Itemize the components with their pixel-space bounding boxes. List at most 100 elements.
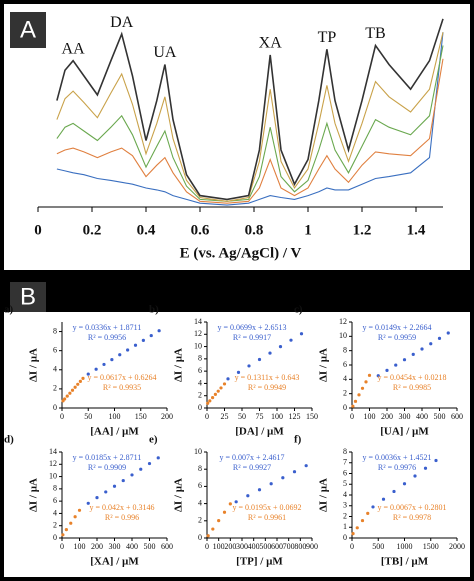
- x-tick-label: 125: [289, 412, 301, 421]
- x-tick-label: 100: [364, 412, 376, 421]
- y-tick-label: 0: [198, 533, 202, 542]
- x-tick-label: 1000: [397, 542, 413, 551]
- r-squared: R² = 0.9909: [88, 463, 126, 472]
- curve: [56, 18, 444, 201]
- data-point: [234, 500, 238, 504]
- y-axis-title: ΔI / µA: [28, 478, 40, 512]
- y-tick-label: 4: [198, 378, 202, 387]
- x-tick-label: 0.6: [191, 222, 210, 238]
- x-tick-label: 100: [213, 542, 225, 551]
- data-point: [351, 404, 355, 408]
- y-tick-label: 6: [343, 360, 347, 369]
- y-tick-label: 10: [339, 331, 347, 340]
- data-point: [228, 502, 232, 506]
- y-tick-label: 4: [198, 498, 202, 507]
- x-tick-label: 500: [434, 412, 446, 421]
- y-tick-label: 2: [343, 388, 347, 397]
- data-point: [394, 363, 398, 367]
- data-point: [63, 397, 67, 401]
- x-tick-label: 500: [144, 542, 156, 551]
- x-tick-label: 400: [248, 542, 260, 551]
- peak-label: XA: [259, 35, 283, 52]
- data-point: [353, 399, 358, 403]
- data-point: [351, 531, 355, 536]
- fit-equation: y = 0.0036x + 1.4521: [362, 453, 431, 462]
- y-tick-label: 6: [53, 345, 57, 354]
- data-point: [68, 391, 72, 395]
- data-point: [86, 501, 90, 505]
- x-axis-title: [UA] / µM: [380, 426, 429, 438]
- panel-label: B: [20, 283, 36, 310]
- y-tick-label: 3: [343, 501, 347, 510]
- y-tick-label: 0: [53, 533, 57, 542]
- x-tick-label: 0.4: [137, 222, 156, 238]
- peak-label: TP: [318, 29, 337, 46]
- data-point: [292, 470, 297, 474]
- y-tick-label: 10: [194, 341, 202, 350]
- x-tick-label: 0: [60, 542, 64, 551]
- data-point: [73, 385, 77, 389]
- data-point: [381, 497, 386, 501]
- data-point: [392, 489, 396, 494]
- panel-b-background: [4, 312, 470, 577]
- fit-equation: y = 0.0185x + 2.8711: [73, 453, 142, 462]
- x-axis-title: [XA] / µM: [90, 556, 139, 568]
- data-point: [226, 377, 230, 381]
- x-tick-label: 0.2: [83, 222, 102, 238]
- x-tick-label: 0: [350, 412, 354, 421]
- y-tick-label: 6: [198, 481, 202, 490]
- x-tick-label: 300: [109, 542, 121, 551]
- curve: [56, 45, 444, 202]
- y-tick-label: 1: [343, 522, 347, 531]
- y-tick-label: 4: [343, 374, 347, 383]
- data-point: [65, 394, 69, 398]
- x-tick-label: 700: [283, 542, 295, 551]
- data-point: [360, 386, 365, 390]
- x-tick-label: 0: [350, 542, 354, 551]
- r-squared: R² = 0.9956: [88, 333, 126, 342]
- fit-equation: y = 0.0195x + 0.0692: [232, 503, 301, 512]
- x-tick-label: 50: [84, 412, 92, 421]
- fit-equation: y = 0.0336x + 1.8711: [73, 323, 142, 332]
- data-point: [61, 533, 65, 537]
- y-tick-label: 7: [343, 458, 347, 467]
- fit-equation: y = 0.0149x + 2.2664: [362, 323, 431, 332]
- peak-label: UA: [153, 44, 177, 61]
- y-tick-label: 6: [343, 468, 347, 477]
- fit-equation: y = 0.0699x + 2.6513: [217, 323, 286, 332]
- fit-equation: y = 0.042x + 0.3146: [89, 503, 154, 512]
- data-point: [257, 357, 262, 362]
- x-tick-label: 200: [224, 542, 236, 551]
- y-tick-label: 0: [53, 403, 57, 412]
- data-point: [434, 458, 438, 463]
- x-tick-label: 75: [256, 412, 264, 421]
- y-tick-label: 8: [343, 345, 347, 354]
- x-tick-label: 100: [271, 412, 283, 421]
- x-tick-label: 500: [259, 542, 271, 551]
- x-tick-label: 800: [294, 542, 306, 551]
- data-point: [77, 508, 82, 512]
- data-point: [257, 488, 262, 492]
- data-point: [211, 396, 215, 400]
- peak-label: DA: [110, 14, 134, 31]
- x-tick-label: 0: [60, 412, 64, 421]
- x-tick-label: 0.8: [245, 222, 264, 238]
- panel-a-background: [4, 4, 470, 270]
- subplot-label: a): [4, 304, 14, 316]
- data-point: [355, 526, 359, 530]
- x-axis-title: [TB] / µM: [381, 556, 429, 568]
- x-tick-label: 100: [109, 412, 121, 421]
- data-point: [121, 478, 125, 483]
- y-tick-label: 14: [49, 447, 57, 456]
- r-squared: R² = 0.9949: [248, 383, 286, 392]
- x-tick-label: 0: [205, 412, 209, 421]
- data-point: [64, 528, 68, 532]
- data-point: [299, 332, 304, 336]
- x-axis-title: [AA] / µM: [90, 426, 139, 438]
- data-point: [217, 519, 221, 523]
- r-squared: R² = 0.9961: [248, 513, 286, 522]
- data-point: [385, 368, 389, 372]
- x-tick-label: 150: [135, 412, 147, 421]
- x-tick-label: 100: [74, 542, 86, 551]
- curve: [56, 32, 444, 202]
